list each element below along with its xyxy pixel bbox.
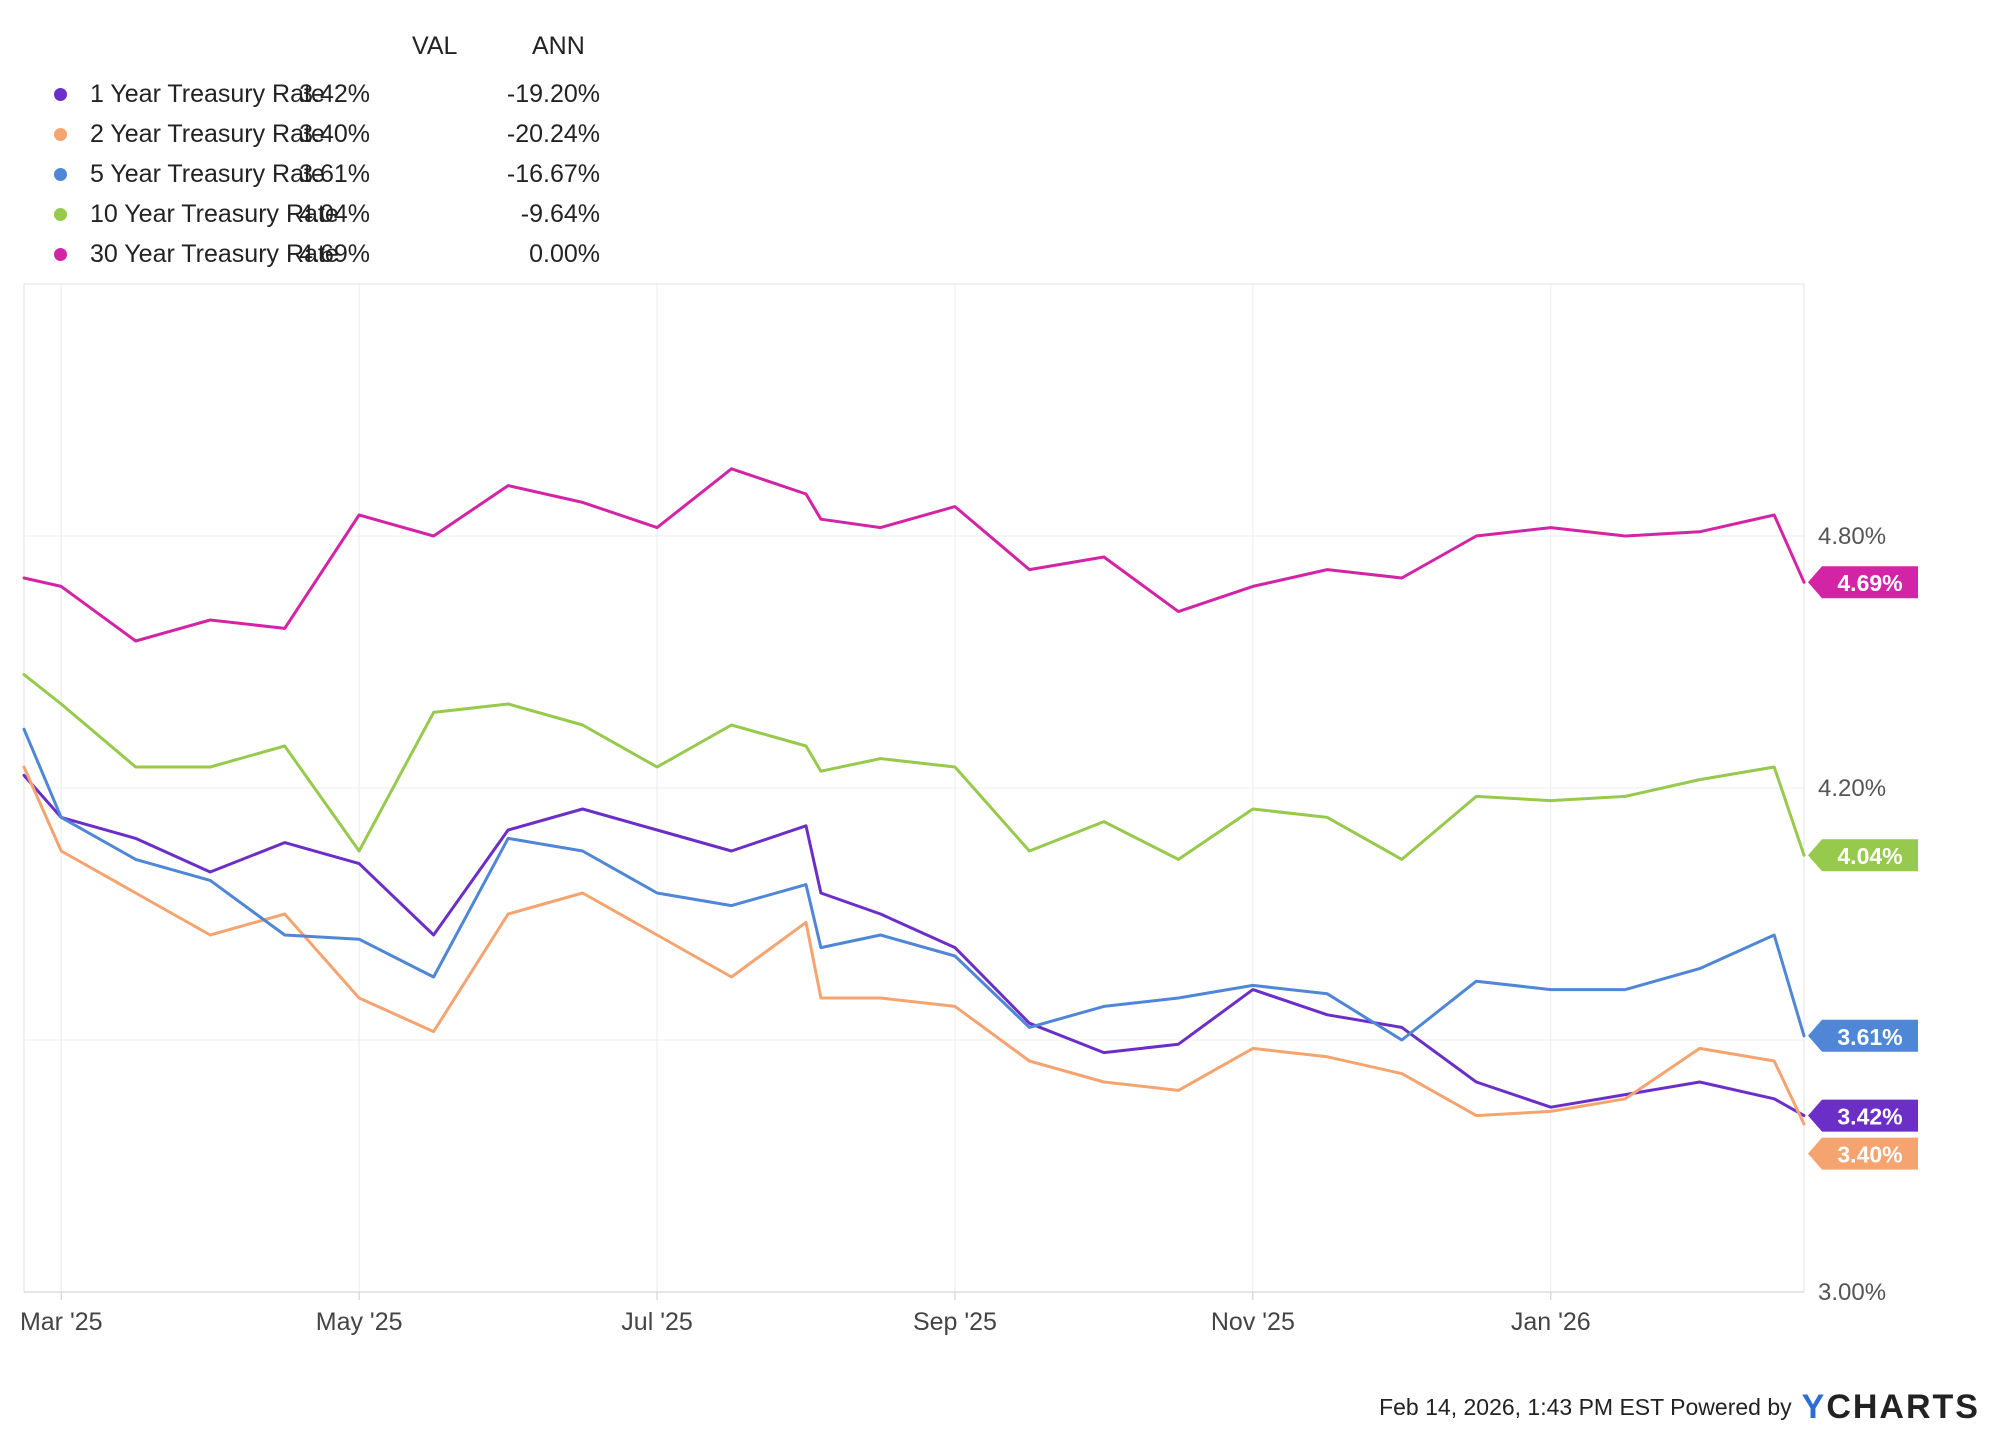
end-value-text: 3.61% xyxy=(1837,1024,1902,1050)
end-value-label: 3.40% xyxy=(1808,1137,1918,1170)
x-tick-label: Nov '25 xyxy=(1211,1308,1295,1336)
footer-timestamp: Feb 14, 2026, 1:43 PM EST Powered by xyxy=(1379,1394,1792,1420)
end-value-text: 3.42% xyxy=(1837,1104,1902,1130)
legend-series-ann: -19.20% xyxy=(506,80,600,108)
end-value-tag xyxy=(1808,1019,1918,1052)
plot-frame xyxy=(23,283,1805,1293)
legend-header-ann: ANN xyxy=(532,32,585,60)
series-color-dot xyxy=(54,88,67,101)
series-line[interactable] xyxy=(22,765,1806,1126)
end-value-tag xyxy=(1808,839,1918,872)
series-line[interactable] xyxy=(22,467,1806,643)
series-color-dot xyxy=(54,128,67,141)
grid xyxy=(24,284,1804,1293)
series-layer xyxy=(22,467,1806,1126)
series-line[interactable] xyxy=(22,773,1806,1118)
series-color-dot xyxy=(54,168,67,181)
series-line[interactable] xyxy=(22,673,1806,861)
legend-series-val: 3.42% xyxy=(299,80,370,108)
legend-series-ann: -9.64% xyxy=(520,200,600,228)
ycharts-logo[interactable]: YCHARTS xyxy=(1802,1388,1980,1427)
legend-series-val: 4.69% xyxy=(299,240,370,268)
legend-series-ann: -20.24% xyxy=(506,120,600,148)
x-tick-label: Jan '26 xyxy=(1511,1308,1591,1336)
end-value-text: 4.04% xyxy=(1837,843,1902,869)
legend-row[interactable]: 5 Year Treasury Rate 3.61% -16.67% xyxy=(40,154,600,194)
series-line[interactable] xyxy=(22,727,1806,1042)
x-tick-label: May '25 xyxy=(316,1308,403,1336)
series-color-dot xyxy=(54,208,67,221)
legend-series-val: 3.40% xyxy=(299,120,370,148)
legend-series-val: 3.61% xyxy=(299,160,370,188)
legend-row[interactable]: 10 Year Treasury Rate 4.04% -9.64% xyxy=(40,194,600,234)
y-tick-label: 3.00% xyxy=(1818,1279,1886,1306)
x-tick-label: Sep '25 xyxy=(913,1308,997,1336)
legend-series-name: 2 Year Treasury Rate xyxy=(90,120,325,148)
end-value-label: 3.61% xyxy=(1808,1019,1918,1052)
end-value-label: 4.69% xyxy=(1808,566,1918,599)
end-value-tag xyxy=(1808,566,1918,599)
legend-row[interactable]: 1 Year Treasury Rate 3.42% -19.20% xyxy=(40,74,600,114)
legend-series-ann: -16.67% xyxy=(506,160,600,188)
end-labels: 4.69% 4.04% 3.61% 3.42% 3.40% xyxy=(1808,566,1918,1170)
logo-text: CHARTS xyxy=(1826,1388,1980,1426)
legend-series-name: 1 Year Treasury Rate xyxy=(90,80,325,108)
y-tick-label: 4.80% xyxy=(1818,523,1886,550)
x-axis: Mar '25 May '25 Jul '25 Sep '25 Nov '25 Jan '… xyxy=(20,1292,1591,1336)
legend-series-val: 4.04% xyxy=(299,200,370,228)
x-tick-label: Jul '25 xyxy=(621,1308,692,1336)
end-value-text: 3.40% xyxy=(1837,1142,1902,1168)
legend-series-name: 10 Year Treasury Rate xyxy=(90,200,339,228)
y-axis: 3.00%3.60%4.20%4.80% xyxy=(1818,523,1886,1306)
legend-row[interactable]: 30 Year Treasury Rate 4.69% 0.00% xyxy=(40,234,600,274)
end-value-text: 4.69% xyxy=(1837,570,1902,596)
end-value-tag xyxy=(1808,1099,1918,1132)
y-tick-label: 4.20% xyxy=(1818,775,1886,802)
end-value-label: 4.04% xyxy=(1808,839,1918,872)
legend-header-val: VAL xyxy=(412,32,458,60)
legend-series-name: 5 Year Treasury Rate xyxy=(90,160,325,188)
legend-series-name: 30 Year Treasury Rate xyxy=(90,240,339,268)
logo-y: Y xyxy=(1801,1388,1827,1426)
end-value-tag xyxy=(1808,1137,1918,1170)
footer: Feb 14, 2026, 1:43 PM EST Powered by YCH… xyxy=(1379,1388,1980,1427)
x-tick-label: Mar '25 xyxy=(20,1308,103,1336)
series-color-dot xyxy=(54,248,67,261)
legend-row[interactable]: 2 Year Treasury Rate 3.40% -20.24% xyxy=(40,114,600,154)
legend-series-ann: 0.00% xyxy=(529,240,600,268)
end-value-label: 3.42% xyxy=(1808,1099,1918,1132)
